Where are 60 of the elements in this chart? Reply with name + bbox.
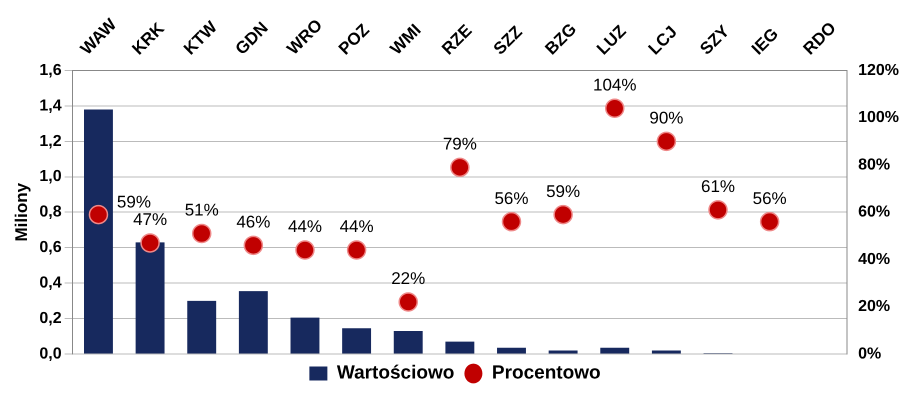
y-axis-title: Miliony [12, 182, 31, 242]
point [760, 212, 780, 232]
y-tick-label: 0,8 [39, 204, 62, 221]
data-label: 44% [340, 217, 374, 236]
data-label: 59% [546, 182, 580, 201]
y-tick-label: 0,6 [39, 239, 62, 256]
y2-tick-label: 120% [858, 62, 899, 79]
legend-label: Wartościowo [336, 362, 454, 384]
point [656, 132, 676, 152]
data-label: 56% [752, 188, 787, 208]
bar [497, 348, 526, 354]
bar [445, 342, 474, 354]
data-label: 79% [442, 134, 477, 154]
data-label: 90% [649, 108, 684, 128]
bar [136, 242, 165, 354]
y-tick-label: 0,0 [39, 345, 62, 362]
y-tick-label: 1,4 [39, 97, 62, 114]
data-label: 59% [116, 192, 151, 212]
data-label: 44% [288, 217, 322, 236]
legend-label: Procentowo [492, 362, 601, 384]
bar [600, 348, 630, 354]
data-label: 61% [700, 177, 736, 196]
bar [342, 328, 372, 354]
point [88, 204, 108, 224]
x-tick-label: IEG [748, 24, 782, 58]
y2-tick-label: 20% [858, 298, 890, 316]
point [398, 292, 418, 312]
y2-tick-label: 0% [858, 345, 882, 362]
bar [84, 109, 113, 354]
y-tick-label: 1,0 [39, 168, 62, 186]
data-label: 51% [184, 200, 219, 220]
bar [652, 350, 681, 354]
y2-tick-label: 100% [858, 109, 899, 126]
point [708, 200, 728, 220]
point [244, 236, 264, 256]
point [553, 204, 573, 224]
data-label: 22% [391, 269, 426, 288]
bar [187, 300, 216, 354]
y2-tick-label: 80% [858, 156, 890, 174]
data-label: 47% [133, 210, 168, 230]
bar [548, 350, 578, 354]
y-tick-label: 0,4 [39, 274, 62, 292]
data-label: 46% [236, 212, 270, 232]
point [140, 233, 160, 253]
point [295, 240, 315, 260]
y2-tick-label: 40% [858, 250, 890, 268]
y2-tick-label: 60% [858, 204, 890, 221]
y-tick-label: 1,2 [39, 132, 62, 150]
bar [238, 291, 268, 354]
data-label: 56% [494, 188, 529, 208]
point [346, 240, 366, 260]
y-tick-label: 0,2 [39, 310, 62, 327]
bar [394, 330, 423, 354]
point [192, 224, 212, 244]
point [502, 212, 522, 232]
point [450, 158, 470, 178]
bar [290, 318, 320, 354]
y-tick-label: 1,6 [39, 62, 62, 79]
data-label: 104% [593, 75, 636, 94]
point [604, 98, 624, 118]
